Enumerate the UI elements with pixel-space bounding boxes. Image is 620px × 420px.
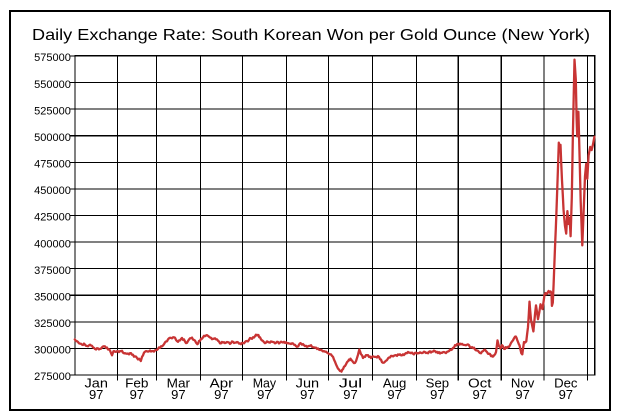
svg-text:97: 97 xyxy=(387,387,401,402)
svg-text:97: 97 xyxy=(130,387,144,402)
svg-text:97: 97 xyxy=(171,387,185,402)
svg-text:Daily Exchange Rate: South Kor: Daily Exchange Rate: South Korean Won pe… xyxy=(32,27,590,44)
svg-text:350000: 350000 xyxy=(34,291,71,303)
svg-text:97: 97 xyxy=(472,387,486,402)
svg-text:Feb: Feb xyxy=(125,375,148,390)
svg-text:97: 97 xyxy=(515,387,529,402)
svg-text:Jul: Jul xyxy=(339,375,363,390)
svg-text:425000: 425000 xyxy=(34,212,71,224)
svg-text:Sep: Sep xyxy=(426,375,449,390)
svg-text:Oct: Oct xyxy=(468,375,492,390)
svg-text:97: 97 xyxy=(430,387,444,402)
svg-text:Apr: Apr xyxy=(210,375,234,390)
svg-text:475000: 475000 xyxy=(34,159,71,171)
svg-text:550000: 550000 xyxy=(34,79,71,91)
svg-text:97: 97 xyxy=(214,387,228,402)
svg-text:May: May xyxy=(253,375,277,390)
svg-text:400000: 400000 xyxy=(34,238,71,250)
svg-text:575000: 575000 xyxy=(34,52,71,64)
svg-text:Nov: Nov xyxy=(511,375,535,390)
svg-text:500000: 500000 xyxy=(34,132,71,144)
svg-text:Jan: Jan xyxy=(85,375,108,390)
svg-text:97: 97 xyxy=(89,387,103,402)
svg-text:97: 97 xyxy=(343,387,357,402)
svg-text:525000: 525000 xyxy=(34,105,71,117)
svg-text:325000: 325000 xyxy=(34,318,71,330)
svg-text:Aug: Aug xyxy=(383,375,406,390)
svg-text:375000: 375000 xyxy=(34,265,71,277)
svg-text:Mar: Mar xyxy=(167,375,191,390)
svg-text:Jun: Jun xyxy=(296,375,319,390)
svg-text:275000: 275000 xyxy=(34,371,71,383)
svg-text:300000: 300000 xyxy=(34,345,71,357)
svg-text:97: 97 xyxy=(300,387,314,402)
svg-text:Dec: Dec xyxy=(554,375,578,390)
svg-text:97: 97 xyxy=(559,387,573,402)
svg-text:97: 97 xyxy=(257,387,271,402)
svg-text:450000: 450000 xyxy=(34,185,71,197)
